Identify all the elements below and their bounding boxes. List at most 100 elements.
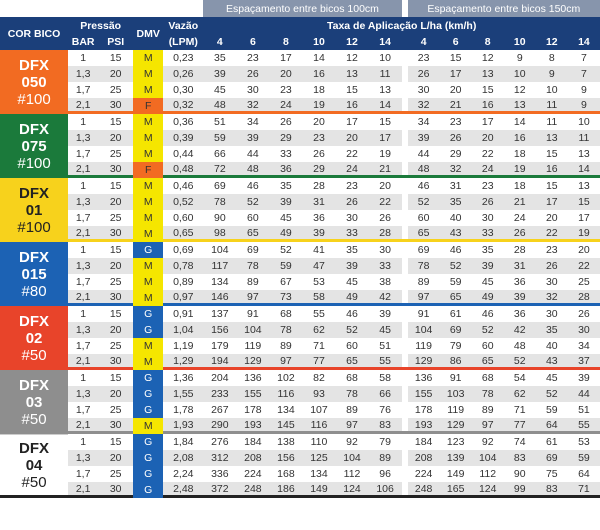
rate-100cm: 67 — [269, 274, 303, 290]
rate-100cm: 36 — [302, 210, 336, 226]
rate-150cm: 61 — [439, 306, 472, 322]
rate-150cm: 89 — [471, 402, 504, 418]
rate-150cm: 22 — [535, 226, 568, 242]
pressure-bar: 1 — [68, 434, 99, 450]
pressure-header: Pressão — [68, 17, 134, 34]
table-row: DFX 04 #50 1 15 G 1,84 276 184 138 110 92 79 184 123 92… — [0, 434, 600, 498]
nozzle-label: DFX 04 #50 — [0, 434, 69, 498]
rate-100cm: 145 — [269, 418, 303, 434]
pressure-psi: 20 — [98, 386, 134, 402]
rate-150cm: 60 — [407, 210, 440, 226]
rate-100cm: 19 — [302, 98, 336, 114]
rate-150cm: 24 — [471, 162, 504, 178]
rate-150cm: 69 — [439, 322, 472, 338]
rate-100cm: 204 — [203, 370, 237, 386]
rate-100cm: 149 — [302, 482, 336, 498]
rate-150cm: 61 — [535, 434, 568, 450]
rate-150cm: 24 — [503, 210, 536, 226]
spacing-150-header: Espaçamento entre bicos 150cm — [407, 0, 600, 17]
nozzle-mesh: #50 — [21, 473, 47, 491]
rate-100cm: 68 — [335, 370, 369, 386]
rate-150cm: 129 — [439, 418, 472, 434]
rate-150cm: 10 — [567, 114, 600, 130]
flow-lpm: 0,48 — [163, 162, 204, 178]
flow-lpm: 1,29 — [163, 354, 204, 370]
dmv-class: M — [133, 50, 164, 66]
rate-150cm: 46 — [471, 306, 504, 322]
rate-150cm: 9 — [567, 82, 600, 98]
flow-lpm: 0,78 — [163, 258, 204, 274]
pressure-bar: 1 — [68, 306, 99, 322]
rate-150cm: 39 — [567, 370, 600, 386]
rate-100cm: 16 — [302, 66, 336, 82]
rate-150cm: 26 — [471, 194, 504, 210]
rate-100cm: 78 — [203, 194, 237, 210]
rate-100cm: 193 — [236, 418, 270, 434]
rate-150cm: 26 — [407, 66, 440, 82]
rate-100cm: 35 — [269, 178, 303, 194]
rate-100cm: 21 — [368, 162, 402, 178]
rate-150cm: 8 — [535, 50, 568, 66]
rate-100cm: 31 — [302, 194, 336, 210]
rate-100cm: 33 — [269, 146, 303, 162]
table-row: 2,1 30 F 0,32 48 32 24 19 16 14 32 21 16 13 11 9 — [0, 98, 600, 114]
rate-150cm: 21 — [439, 98, 472, 114]
rate-100cm: 248 — [236, 482, 270, 498]
dmv-class: M — [133, 146, 164, 162]
rate-100cm: 14 — [302, 50, 336, 66]
rate-100cm: 32 — [236, 98, 270, 114]
flow-lpm: 0,30 — [163, 82, 204, 98]
rate-150cm: 119 — [407, 338, 440, 354]
rate-100cm: 45 — [335, 274, 369, 290]
rate-150cm: 40 — [535, 338, 568, 354]
rate-150cm: 48 — [407, 162, 440, 178]
table-row: 1,7 25 G 2,24 336 224 168 134 112 96 224 149 112 90 75… — [0, 466, 600, 482]
dmv-class: M — [133, 418, 164, 434]
rate-100cm: 90 — [203, 210, 237, 226]
pressure-psi: 30 — [98, 162, 134, 178]
table-row: DFX 01 #100 1 15 M 0,46 69 46 35 28 23 20 46 31 23 18 15 1… — [0, 178, 600, 242]
rate-100cm: 78 — [236, 258, 270, 274]
rate-150cm: 23 — [407, 50, 440, 66]
rate-150cm: 14 — [567, 162, 600, 178]
rate-100cm: 71 — [302, 338, 336, 354]
rate-150cm: 103 — [439, 386, 472, 402]
rate-150cm: 23 — [471, 178, 504, 194]
rate-150cm: 165 — [439, 482, 472, 498]
table-row: 1,3 20 G 1,55 233 155 116 93 78 66 155 103 78 62 52 44 — [0, 386, 600, 402]
rate-100cm: 138 — [269, 434, 303, 450]
pressure-psi: 15 — [98, 50, 134, 66]
rate-100cm: 66 — [368, 386, 402, 402]
table-row: 1,3 20 M 0,26 39 26 20 16 13 11 26 17 13 10 9 7 — [0, 66, 600, 82]
pressure-psi: 15 — [98, 434, 134, 450]
rate-100cm: 38 — [368, 274, 402, 290]
rate-150cm: 31 — [503, 258, 536, 274]
rate-100cm: 28 — [368, 226, 402, 242]
rate-150cm: 32 — [407, 98, 440, 114]
rate-100cm: 17 — [368, 130, 402, 146]
dmv-header: DMV — [133, 17, 164, 50]
rate-150cm: 22 — [567, 258, 600, 274]
nozzle-mesh: #50 — [21, 410, 47, 428]
rate-150cm: 69 — [535, 450, 568, 466]
rate-150cm: 86 — [439, 354, 472, 370]
rate-150cm: 52 — [503, 354, 536, 370]
flow-lpm: 2,08 — [163, 450, 204, 466]
rate-150cm: 10 — [503, 66, 536, 82]
rate-100cm: 82 — [302, 370, 336, 386]
flow-lpm: 0,97 — [163, 290, 204, 306]
rate-150cm: 51 — [567, 402, 600, 418]
rate-100cm: 52 — [335, 322, 369, 338]
nozzle-size: 015 — [21, 265, 47, 283]
rate-150cm: 23 — [535, 242, 568, 258]
rate-150cm: 30 — [471, 210, 504, 226]
rate-150cm: 123 — [439, 434, 472, 450]
rate-150cm: 59 — [439, 274, 472, 290]
rate-150cm: 22 — [471, 146, 504, 162]
rate-100cm: 76 — [368, 402, 402, 418]
rate-150cm: 19 — [503, 162, 536, 178]
rate-150cm: 64 — [535, 418, 568, 434]
rate-150cm: 28 — [567, 290, 600, 306]
rate-150cm: 184 — [407, 434, 440, 450]
rate-150cm: 15 — [535, 146, 568, 162]
